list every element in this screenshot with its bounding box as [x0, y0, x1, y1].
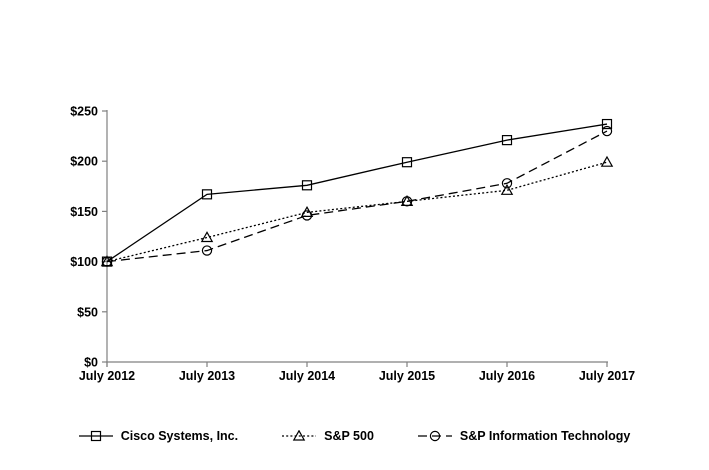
marker-circle-s-p-information-technology — [501, 178, 513, 189]
y-axis-tick-label: $50 — [77, 305, 98, 319]
marker-triangle-s-p-500 — [200, 231, 214, 243]
series-line-cisco-systems-inc — [106, 123, 608, 263]
marker-square-cisco-systems-inc — [301, 180, 313, 191]
legend-label: S&P 500 — [324, 429, 374, 443]
x-axis-tick-label: July 2014 — [279, 369, 335, 383]
marker-triangle-s-p-500 — [500, 183, 514, 195]
legend-swatch-dashed-line — [417, 430, 452, 442]
series-line-s-p-500 — [106, 161, 608, 263]
marker-square-cisco-systems-inc — [601, 118, 613, 130]
x-axis-tick-label: July 2012 — [79, 369, 135, 383]
y-axis-tick-label: $150 — [70, 205, 98, 219]
marker-circle-s-p-information-technology — [601, 125, 613, 137]
marker-square-cisco-systems-inc — [401, 157, 413, 168]
legend-label: Cisco Systems, Inc. — [120, 429, 239, 443]
legend-swatch-solid-line — [78, 430, 113, 442]
x-axis-tick-label: July 2016 — [479, 369, 535, 383]
marker-circle-s-p-information-technology — [301, 210, 313, 221]
y-axis-tick-label: $100 — [70, 255, 98, 269]
legend-item-s-p-500: S&P 500 — [282, 429, 374, 443]
marker-circle-s-p-information-technology — [101, 256, 113, 267]
legend-swatch-dotted-line — [282, 430, 317, 441]
y-axis-tick-label: $200 — [70, 155, 98, 169]
y-axis-tick-label: $250 — [70, 105, 98, 119]
legend-item-cisco-systems-inc: Cisco Systems, Inc. — [78, 429, 239, 443]
legend-item-s-p-information-technology: S&P Information Technology — [417, 429, 631, 443]
marker-square-cisco-systems-inc — [501, 135, 513, 146]
x-axis-tick-label: July 2017 — [579, 369, 635, 383]
marker-triangle-s-p-500 — [600, 155, 614, 167]
x-axis-tick-label: July 2013 — [179, 369, 235, 383]
legend-marker-circle-icon — [429, 430, 441, 442]
marker-circle-s-p-information-technology — [201, 245, 213, 256]
legend-marker-square-icon — [90, 430, 101, 442]
series-line-s-p-information-technology — [106, 130, 608, 263]
marker-circle-s-p-information-technology — [401, 196, 413, 207]
legend-label: S&P Information Technology — [459, 429, 631, 443]
marker-square-cisco-systems-inc — [201, 189, 213, 200]
chart-legend: Cisco Systems, Inc. S&P 500 S&P Informatio… — [0, 429, 709, 443]
y-axis-tick-label: $0 — [84, 356, 98, 370]
legend-marker-triangle-icon — [292, 430, 306, 441]
x-axis-tick-label: July 2015 — [379, 369, 435, 383]
